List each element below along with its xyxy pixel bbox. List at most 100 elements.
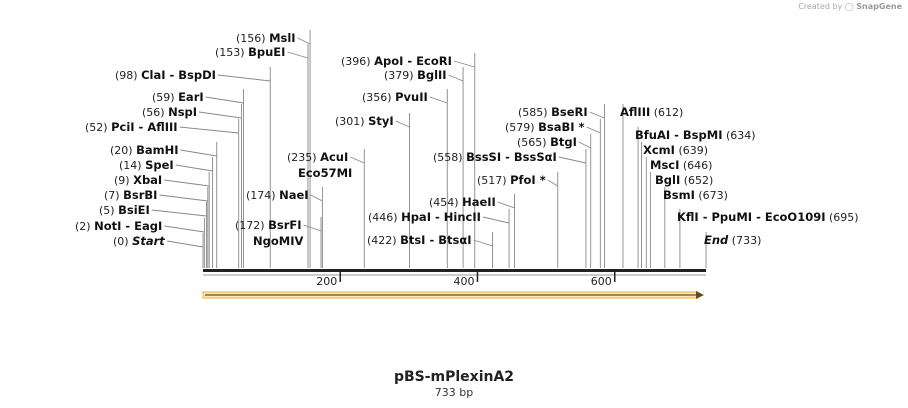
site-label-group: (517) PfoI *	[477, 173, 546, 187]
site-position: (174)	[246, 189, 279, 202]
site-leader-elbow	[395, 120, 410, 128]
site-label: (98) ClaI - BspDI	[115, 68, 216, 82]
enzyme-name: PfoI *	[510, 173, 546, 187]
site-position: (396)	[341, 55, 374, 68]
site-leader-elbow	[586, 126, 601, 134]
axis-tick-label: 400	[453, 275, 474, 288]
enzyme-name: XbaI	[133, 173, 162, 187]
enzyme-name: BsmI	[663, 188, 695, 202]
enzyme-name: BsaBI *	[538, 120, 584, 134]
site-name-separator: -	[431, 210, 444, 224]
site-position: (446)	[368, 211, 401, 224]
site-leader-elbow	[175, 164, 213, 172]
site-position: (652)	[680, 174, 713, 187]
site-name-separator: -	[501, 150, 514, 164]
site-name-separator: -	[403, 54, 416, 68]
site-label-group: (98) ClaI - BspDI	[115, 68, 216, 82]
enzyme-name-secondary: NgoMIV	[253, 234, 303, 248]
site-label: (14) SpeI	[119, 158, 174, 172]
plasmid-name: pBS-mPlexinA2	[393, 369, 515, 385]
enzyme-name: BglII	[417, 68, 447, 82]
enzyme-name: PpuMI	[712, 210, 753, 224]
enzyme-name: XcmI	[643, 143, 675, 157]
site-position: (639)	[675, 144, 708, 157]
site-label: (235) AcuI	[287, 150, 348, 164]
enzyme-name: BsrFI	[268, 218, 301, 232]
site-label: (517) PfoI *	[477, 173, 546, 187]
site-leader-elbow	[350, 156, 365, 164]
site-label: BglI (652)	[655, 173, 713, 187]
feature-arrow-head	[696, 291, 704, 299]
site-label-group: (301) StyI	[335, 114, 394, 128]
enzyme-name: BtsαI	[438, 233, 471, 247]
site-label-group: MscI (646)	[650, 158, 712, 172]
credit-prefix: Created by	[798, 2, 843, 11]
enzyme-name: HaeII	[462, 195, 496, 209]
site-label: MscI (646)	[650, 158, 712, 172]
enzyme-name: BsiEI	[118, 203, 150, 217]
site-position: (20)	[110, 144, 136, 157]
enzyme-name: BfuAI	[635, 128, 670, 142]
site-label-group: End (733)	[704, 233, 761, 247]
enzyme-name: BspDI	[178, 68, 216, 82]
site-position: (356)	[362, 91, 395, 104]
site-position: (634)	[723, 129, 756, 142]
enzyme-name: BpuEI	[248, 45, 285, 59]
site-label: (579) BsaBI *	[505, 120, 585, 134]
site-leader-elbow	[217, 74, 271, 82]
site-label-group: BglI (652)	[655, 173, 713, 187]
enzyme-name: BsrBI	[123, 188, 157, 202]
site-leader-elbow	[310, 194, 323, 202]
site-position: (14)	[119, 159, 145, 172]
enzyme-name: BssSαI	[514, 150, 557, 164]
site-label-group: (174) NaeI	[246, 188, 309, 202]
site-leader-elbow	[180, 149, 217, 157]
enzyme-name: ClaI	[141, 68, 165, 82]
site-position: (422)	[367, 234, 400, 247]
site-name-separator: -	[425, 233, 438, 247]
site-leader-elbow	[159, 194, 208, 202]
site-label: (174) NaeI	[246, 188, 309, 202]
site-label-group: (446) HpaI - HincII	[368, 210, 481, 224]
enzyme-name-secondary: Eco57MI	[298, 166, 352, 180]
site-position: (235)	[287, 151, 320, 164]
enzyme-name: MslI	[269, 31, 296, 45]
site-label-group: KflI - PpuMI - EcoO109I (695)	[677, 210, 859, 224]
enzyme-name: NaeI	[279, 188, 308, 202]
site-leader-elbow	[205, 96, 244, 104]
enzyme-name: SpeI	[145, 158, 174, 172]
site-label: (446) HpaI - HincII	[368, 210, 481, 224]
site-label: KflI - PpuMI - EcoO109I (695)	[677, 210, 859, 224]
enzyme-name: EarI	[178, 90, 204, 104]
enzyme-name: BtgI	[550, 135, 577, 149]
site-label: (5) BsiEI	[99, 203, 150, 217]
site-label: (7) BsrBI	[104, 188, 157, 202]
site-position: (156)	[236, 32, 269, 45]
enzyme-name: NspI	[168, 105, 197, 119]
site-label-group: (156) MslI	[236, 31, 296, 45]
enzyme-name: MscI	[650, 158, 679, 172]
site-label: AflIII (612)	[620, 105, 683, 119]
site-position: (5)	[99, 204, 118, 217]
axis-tick-label: 200	[316, 275, 337, 288]
site-label: (585) BseRI	[518, 105, 588, 119]
site-label-group: (0) Start	[113, 234, 165, 248]
axis-tick-label: 600	[591, 275, 612, 288]
site-label-group: (558) BssSI - BssSαI	[433, 150, 557, 164]
enzyme-name: PvuII	[395, 90, 428, 104]
snapgene-credit: Created by ◯ SnapGene	[798, 2, 902, 11]
site-label: XcmI (639)	[643, 143, 708, 157]
site-position: (59)	[152, 91, 178, 104]
site-label-group: (14) SpeI	[119, 158, 174, 172]
enzyme-name: BseRI	[551, 105, 588, 119]
site-label-group: (2) NotI - EagI	[75, 219, 162, 233]
site-label: End (733)	[704, 233, 761, 247]
enzyme-name: HpaI	[401, 210, 431, 224]
enzyme-name: EcoRI	[416, 54, 452, 68]
enzyme-name: ApoI	[374, 54, 403, 68]
site-label: (565) BtgI	[517, 135, 577, 149]
site-name-separator: -	[166, 68, 179, 82]
site-label: (454) HaeII	[429, 195, 496, 209]
site-leader-elbow	[164, 225, 205, 233]
